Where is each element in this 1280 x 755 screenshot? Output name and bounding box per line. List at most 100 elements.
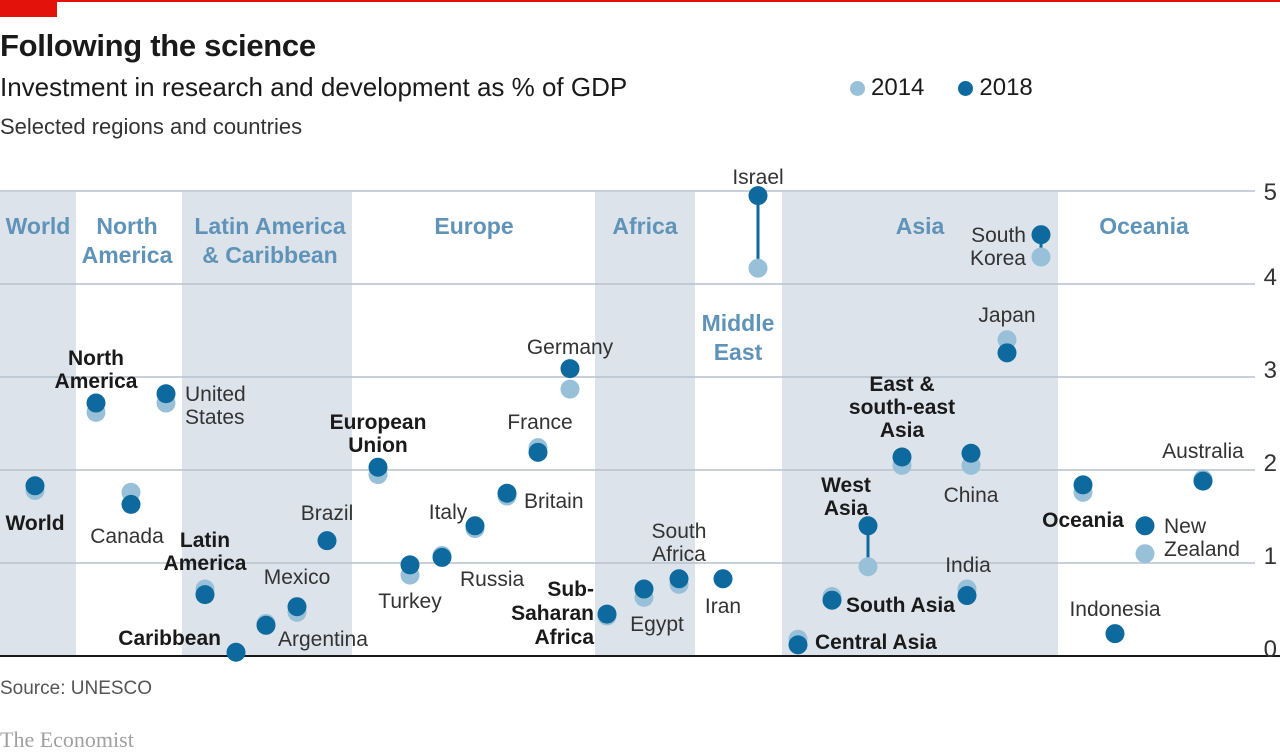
point-label-european-union: European Union xyxy=(330,411,427,457)
point-group-indonesia xyxy=(1105,624,1125,644)
region-label-middle-east: Middle xyxy=(702,310,775,336)
point-2018-latin-america xyxy=(195,585,215,605)
chart-note: Selected regions and countries xyxy=(0,114,303,139)
point-group-france xyxy=(528,438,548,462)
point-group-united-states xyxy=(156,384,176,413)
point-group-south-africa xyxy=(669,569,689,594)
point-label-oceania: Oceania xyxy=(1042,509,1124,532)
point-label-central-asia: Central Asia xyxy=(815,631,937,654)
legend-item-2018: 2018 xyxy=(958,74,1033,102)
point-label-south-asia: South Asia xyxy=(846,594,955,617)
top-accent-line xyxy=(0,0,1280,2)
point-2018-oceania xyxy=(1073,475,1093,495)
y-tick-label-2: 2 xyxy=(1264,450,1277,477)
y-tick-label-4: 4 xyxy=(1264,264,1277,291)
point-label-new-zealand: New Zealand xyxy=(1164,515,1240,561)
region-label-middle-east-line2: East xyxy=(714,339,763,365)
point-label-mexico: Mexico xyxy=(264,566,331,589)
point-2018-china xyxy=(961,443,981,463)
point-group-argentina xyxy=(256,613,276,635)
point-group-north-america xyxy=(86,393,106,422)
point-label-east-south-east-asia: East & south-east Asia xyxy=(849,373,955,442)
point-label-united-states: United States xyxy=(185,383,246,429)
point-2018-australia xyxy=(1193,471,1213,491)
point-2018-italy xyxy=(465,516,485,536)
point-label-germany: Germany xyxy=(527,336,614,359)
point-2018-egypt xyxy=(634,579,654,599)
point-2018-canada xyxy=(121,494,141,514)
point-group-south-asia xyxy=(822,586,842,610)
point-2018-west-asia xyxy=(858,516,878,536)
point-2018-argentina xyxy=(256,615,276,635)
point-2014-israel xyxy=(748,258,768,278)
legend-label-2018: 2018 xyxy=(979,74,1033,101)
point-group-mexico xyxy=(287,597,307,622)
point-group-east-south-east-asia xyxy=(892,447,912,475)
point-label-iran: Iran xyxy=(705,595,741,618)
point-2018-european-union xyxy=(368,457,388,477)
legend-swatch-2018 xyxy=(958,80,974,96)
point-label-sub-saharan-africa: Sub-Saharan Africa xyxy=(511,578,594,649)
point-2018-india xyxy=(957,586,977,606)
point-2018-north-america xyxy=(86,393,106,413)
y-tick-label-0: 0 xyxy=(1264,636,1277,663)
region-label-north-america-line2: America xyxy=(82,242,173,268)
point-label-south-korea: South Korea xyxy=(970,224,1026,270)
point-2018-world xyxy=(25,476,45,496)
point-label-china: China xyxy=(944,484,999,507)
point-2018-central-asia xyxy=(788,635,808,655)
point-group-israel xyxy=(748,186,768,278)
region-bands xyxy=(0,192,1058,656)
point-2018-israel xyxy=(748,186,768,206)
point-group-west-asia xyxy=(858,516,878,577)
point-group-caribbean xyxy=(226,642,246,662)
point-group-egypt xyxy=(634,579,654,607)
point-label-north-america: North America xyxy=(55,347,138,393)
point-2018-sub-saharan-africa xyxy=(597,604,617,624)
region-band-asia xyxy=(782,192,1058,656)
point-label-indonesia: Indonesia xyxy=(1069,598,1160,621)
region-label-africa: Africa xyxy=(612,213,677,239)
point-2018-united-states xyxy=(156,384,176,404)
point-group-britain xyxy=(497,483,517,506)
point-label-israel: Israel xyxy=(732,166,783,189)
point-label-caribbean: Caribbean xyxy=(118,627,221,650)
point-label-south-africa: South Africa xyxy=(652,520,707,566)
point-group-turkey xyxy=(400,555,420,585)
region-label-europe: Europe xyxy=(434,213,513,239)
point-2014-japan xyxy=(997,330,1017,350)
point-label-egypt: Egypt xyxy=(630,613,684,636)
point-2018-germany xyxy=(560,359,580,379)
point-2018-south-africa xyxy=(669,569,689,589)
gridlines xyxy=(0,190,1255,564)
point-group-germany xyxy=(560,359,580,399)
region-label-oceania: Oceania xyxy=(1099,213,1189,239)
point-group-china xyxy=(961,443,981,475)
legend-item-2014: 2014 xyxy=(850,74,924,102)
point-group-central-asia xyxy=(788,629,808,655)
point-2018-new-zealand xyxy=(1135,516,1155,536)
point-2014-south-korea xyxy=(1031,247,1051,267)
point-group-european-union xyxy=(368,457,388,485)
point-label-latin-america: Latin America xyxy=(164,529,247,575)
point-label-world: World xyxy=(5,512,64,535)
point-2018-france xyxy=(528,442,548,462)
point-label-italy: Italy xyxy=(429,501,468,524)
point-2014-west-asia xyxy=(858,557,878,577)
point-2018-japan xyxy=(997,343,1017,363)
point-label-india: India xyxy=(945,554,991,577)
point-2018-iran xyxy=(713,569,733,589)
region-band-world xyxy=(0,192,76,656)
point-label-west-asia: West Asia xyxy=(821,474,871,520)
point-2018-britain xyxy=(497,483,517,503)
point-group-oceania xyxy=(1073,475,1093,502)
region-label-north-america: North xyxy=(96,213,157,239)
point-group-india xyxy=(957,579,977,606)
point-group-japan xyxy=(997,330,1017,363)
point-2018-east-south-east-asia xyxy=(892,447,912,467)
point-group-world xyxy=(25,476,45,500)
publisher-logo: The Economist xyxy=(0,727,134,752)
point-2018-indonesia xyxy=(1105,624,1125,644)
legend-label-2014: 2014 xyxy=(871,74,925,101)
